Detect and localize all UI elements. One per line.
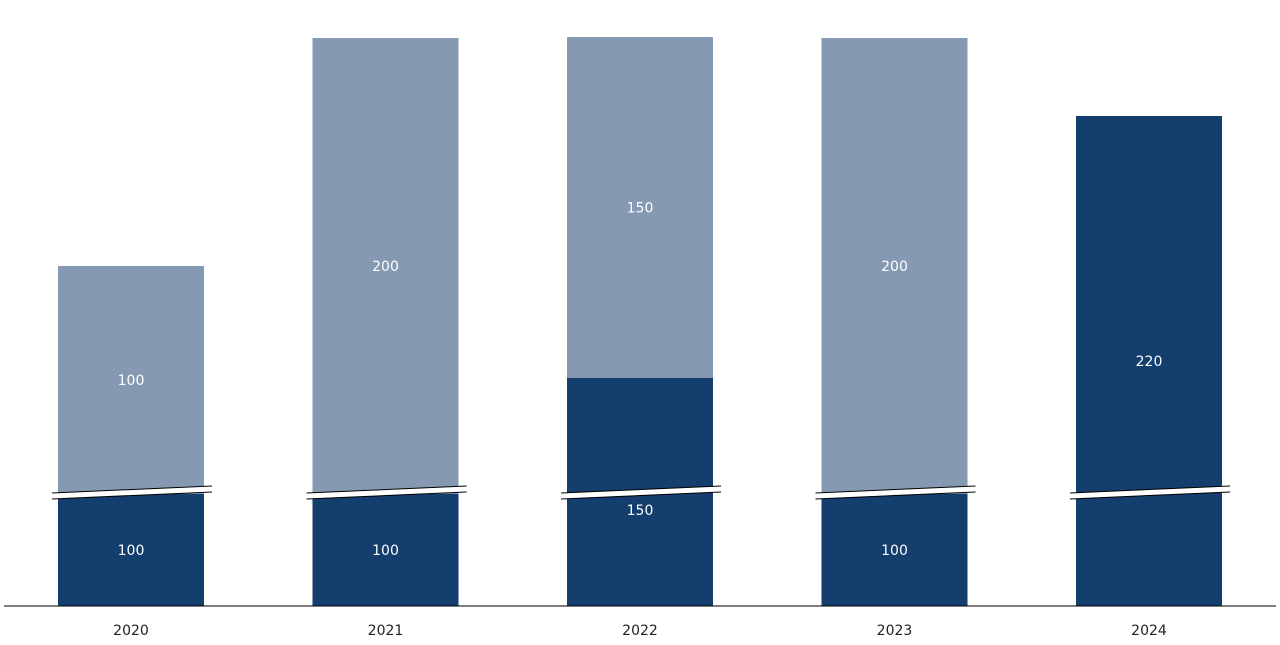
bar-segment-primary-2023 [821,494,968,606]
data-label-secondary-2021: 200 [372,259,399,275]
bar-segment-primary-2021 [312,494,459,606]
data-label-primary-2023: 100 [881,543,908,559]
bar-segment-primary-2020 [58,494,204,606]
axis-break-markers [51,485,1231,500]
data-label-primary-2024: 220 [1136,354,1163,370]
data-label-primary-2021: 100 [372,543,399,559]
data-label-secondary-2020: 100 [118,373,145,389]
x-axis-labels: 2020 2021 2022 2023 2024 [113,623,1167,639]
bars-group [58,37,1222,606]
axis-break-2024 [1069,485,1231,500]
axis-break-2022 [560,485,722,500]
data-label-primary-2022: 150 [627,503,654,519]
bar-segment-secondary-2020 [58,266,204,494]
bar-segment-secondary-2022 [567,37,713,378]
data-labels-group: 100 100 200 100 150 150 200 100 220 [118,201,1163,560]
x-tick-label-2024: 2024 [1131,623,1167,639]
data-label-secondary-2023: 200 [881,259,908,275]
data-label-secondary-2022: 150 [627,201,654,217]
x-tick-label-2021: 2021 [368,623,404,639]
data-label-primary-2020: 100 [118,543,145,559]
x-tick-label-2022: 2022 [622,623,658,639]
bar-segment-primary-2024 [1076,116,1222,606]
axis-break-2023 [815,485,976,500]
x-tick-label-2020: 2020 [113,623,149,639]
axis-break-2021 [306,485,467,500]
axis-break-2020 [51,485,213,500]
bar-segment-secondary-2021 [312,38,459,494]
bar-segment-secondary-2023 [821,38,968,494]
x-tick-label-2023: 2023 [877,623,913,639]
